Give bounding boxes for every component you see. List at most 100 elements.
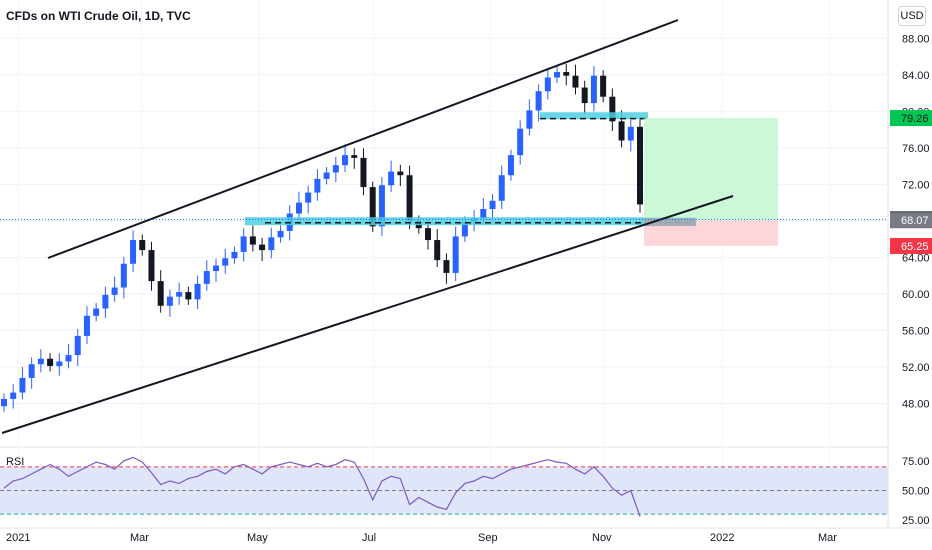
price-tick-label: 88.00 [902, 33, 930, 45]
candle-body [102, 294, 109, 309]
candle-body [507, 155, 514, 176]
candle-body [489, 200, 496, 209]
candle-body [535, 91, 542, 111]
candle-body [544, 77, 551, 92]
support-zone [245, 217, 695, 226]
time-tick-label: May [247, 532, 268, 544]
candle-body [517, 128, 524, 156]
rsi-tick-label: 50.00 [902, 485, 930, 497]
price-tick-label: 72.00 [902, 179, 930, 191]
rsi-tick-label: 75.00 [902, 456, 930, 468]
price-tick-label: 76.00 [902, 143, 930, 155]
candle-body [83, 315, 90, 336]
price-label-box [890, 110, 932, 127]
candle-body [19, 377, 26, 393]
candle-body [268, 237, 275, 251]
price-tick-label: 84.00 [902, 70, 930, 82]
candle-body [590, 75, 597, 104]
candle-body [56, 361, 63, 367]
candle-body [148, 250, 155, 282]
price-label-value: 68.07 [901, 215, 929, 227]
candle-body [65, 355, 72, 362]
price-label-value: 65.25 [901, 241, 929, 253]
price-tick-label: 52.00 [902, 362, 930, 374]
candle-body [259, 244, 266, 251]
candle-body [93, 308, 100, 316]
candle-body [37, 358, 44, 365]
candle-body [581, 87, 588, 104]
candle-body [10, 392, 17, 399]
candle-body [28, 364, 35, 378]
candle-body [554, 72, 561, 78]
candle-body [222, 258, 229, 266]
take-profit-zone [644, 118, 778, 221]
candle-body [47, 358, 54, 367]
candle-body [397, 171, 404, 176]
price-label-box [890, 237, 932, 254]
candle-body [130, 240, 137, 264]
entry-marker [644, 218, 696, 227]
rsi-line [3, 456, 641, 517]
time-tick-label: Nov [592, 532, 612, 544]
candle-body [314, 178, 321, 193]
price-tick-label: 64.00 [902, 252, 930, 264]
candle-body [378, 185, 385, 227]
candle-body [1, 398, 7, 407]
time-tick-label: Mar [818, 532, 837, 544]
time-tick-label: Sep [478, 532, 498, 544]
candle-body [213, 265, 219, 272]
candle-body [369, 187, 376, 227]
price-tick-label: 60.00 [902, 289, 930, 301]
candle-body [240, 236, 247, 252]
candle-body [406, 175, 413, 221]
candle-body [360, 157, 367, 188]
price-label-value: 79.26 [901, 113, 929, 125]
candle-body [203, 271, 210, 284]
candle-body [157, 281, 164, 306]
candle-body [563, 72, 570, 76]
price-tick-label: 56.00 [902, 325, 930, 337]
candle-body [176, 292, 183, 297]
rsi-label: RSI [6, 456, 25, 468]
time-tick-label: Mar [130, 532, 149, 544]
candle-body [139, 240, 146, 251]
candle-body [351, 155, 358, 158]
candle-body [120, 263, 127, 288]
candle-body [526, 110, 533, 129]
rsi-tick-label: 25.00 [902, 515, 930, 527]
candle-body [498, 175, 505, 201]
time-tick-label: 2021 [6, 532, 30, 544]
candle-body [332, 165, 339, 173]
time-tick-label: 2022 [710, 532, 734, 544]
candle-body [637, 126, 643, 205]
candle-body [572, 75, 579, 88]
channel-upper-line [47, 19, 679, 259]
candle-body [452, 236, 459, 273]
candle-body [443, 260, 450, 273]
candle-body [249, 236, 256, 245]
candle-body [618, 121, 625, 141]
candle-body [600, 75, 607, 97]
candle-body [231, 251, 238, 259]
candle-body [480, 209, 487, 219]
candle-body [323, 172, 330, 179]
candle-body [185, 292, 192, 300]
candle-body [111, 287, 118, 295]
candle-body [74, 335, 81, 356]
currency-badge[interactable]: USD [898, 6, 926, 26]
price-tick-label: 48.00 [902, 398, 930, 410]
channel-lower-line [1, 195, 734, 434]
candle-body [461, 221, 468, 237]
candle-body [305, 192, 312, 203]
candle-body [277, 230, 284, 238]
resistance-zone [540, 112, 648, 120]
candle-body [295, 202, 302, 214]
candle-body [609, 96, 616, 122]
chart-title: CFDs on WTI Crude Oil, 1D, TVC [6, 9, 191, 23]
candle-body [342, 155, 349, 166]
candle-body [425, 228, 431, 241]
candle-body [166, 296, 173, 306]
candle-body [434, 240, 441, 261]
